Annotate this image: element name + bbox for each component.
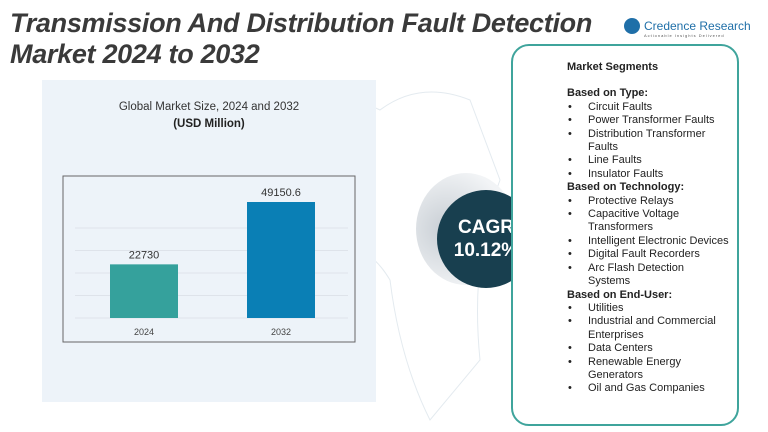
segment-item: Distribution Transformer Faults xyxy=(513,128,737,155)
chart-title: Global Market Size, 2024 and 2032 xyxy=(118,101,300,113)
logo-name: Credence Research xyxy=(644,19,751,33)
segment-group-heading: Based on Technology: xyxy=(567,181,685,194)
logo-tagline: Actionable Insights Delivered xyxy=(644,33,725,38)
bar-2032 xyxy=(247,202,315,318)
segment-item: Protective Relays xyxy=(513,195,737,209)
segment-item: Power Transformer Faults xyxy=(513,114,737,128)
logo: Credence Research xyxy=(624,18,751,34)
segment-item: Arc Flash Detection Systems xyxy=(513,262,737,289)
segment-item: Data Centers xyxy=(513,342,737,356)
x-tick-label: 2032 xyxy=(271,327,291,337)
segment-item: Insulator Faults xyxy=(513,168,737,182)
x-tick-label: 2024 xyxy=(134,327,154,337)
segment-item: Line Faults xyxy=(513,154,737,168)
bar-2024 xyxy=(110,264,178,318)
data-label: 22730 xyxy=(129,249,160,261)
segments-title: Market Segments xyxy=(567,61,659,73)
segment-item: Renewable Energy Generators xyxy=(513,356,737,383)
title-line-1: Transmission And Distribution Fault Dete… xyxy=(10,8,593,38)
segment-item: Oil and Gas Companies xyxy=(513,382,737,396)
segment-item: Utilities xyxy=(513,302,737,316)
chart-subtitle: (USD Million) xyxy=(173,118,245,130)
segment-list: Circuit FaultsPower Transformer FaultsDi… xyxy=(513,101,737,182)
segment-group-heading: Based on End-User: xyxy=(567,288,673,301)
segment-item: Industrial and Commercial Enterprises xyxy=(513,315,737,342)
title-line-2: Market 2024 to 2032 xyxy=(10,39,260,69)
data-label: 49150.6 xyxy=(261,187,301,199)
cagr-label: CAGR xyxy=(458,217,514,238)
segment-group-heading: Based on Type: xyxy=(567,87,649,100)
chart-panel xyxy=(42,80,376,402)
page-title: Transmission And Distribution Fault Dete… xyxy=(10,8,592,70)
segment-item: Intelligent Electronic Devices xyxy=(513,235,737,249)
segment-list: Protective RelaysCapacitive Voltage Tran… xyxy=(513,195,737,289)
market-segments-panel: Market Segments Based on Type:Circuit Fa… xyxy=(511,44,739,426)
chart-frame xyxy=(62,175,356,343)
cagr-value: 10.12% xyxy=(453,240,519,261)
segment-list: UtilitiesIndustrial and Commercial Enter… xyxy=(513,302,737,396)
segment-item: Capacitive Voltage Transformers xyxy=(513,208,737,235)
logo-icon xyxy=(624,18,640,34)
segment-item: Digital Fault Recorders xyxy=(513,248,737,262)
segment-item: Circuit Faults xyxy=(513,101,737,115)
